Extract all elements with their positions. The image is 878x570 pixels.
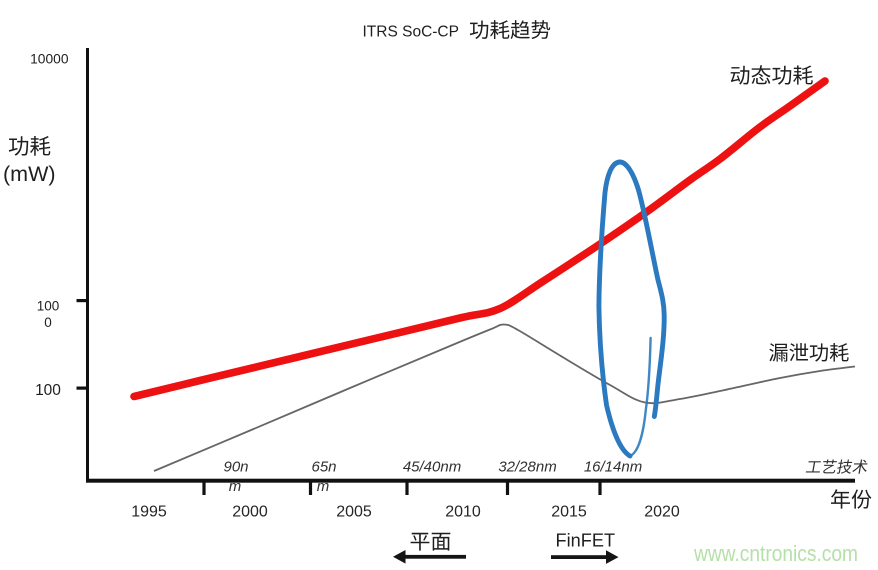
svg-text:16/14nm: 16/14nm	[584, 459, 642, 476]
svg-text:2010: 2010	[445, 504, 481, 521]
svg-text:65n: 65n	[311, 459, 336, 476]
svg-text:100: 100	[37, 298, 60, 313]
svg-text:FinFET: FinFET	[556, 529, 616, 550]
svg-text:(mW): (mW)	[3, 162, 56, 186]
svg-text:32/28nm: 32/28nm	[498, 459, 556, 476]
svg-text:m: m	[317, 478, 330, 495]
svg-text:10000: 10000	[30, 52, 69, 67]
svg-text:45/40nm: 45/40nm	[403, 459, 461, 476]
svg-text:ITRS SoC-CP: ITRS SoC-CP	[363, 24, 459, 41]
svg-text:0: 0	[44, 315, 52, 330]
svg-text:2020: 2020	[644, 504, 680, 521]
svg-text:www.cntronics.com: www.cntronics.com	[693, 541, 858, 566]
svg-text:2000: 2000	[232, 504, 268, 521]
svg-text:100: 100	[35, 382, 61, 399]
svg-text:m: m	[229, 478, 242, 495]
svg-text:2015: 2015	[551, 504, 587, 521]
svg-text:90n: 90n	[223, 459, 248, 476]
svg-text:1995: 1995	[131, 504, 167, 521]
svg-text:2005: 2005	[336, 504, 372, 521]
